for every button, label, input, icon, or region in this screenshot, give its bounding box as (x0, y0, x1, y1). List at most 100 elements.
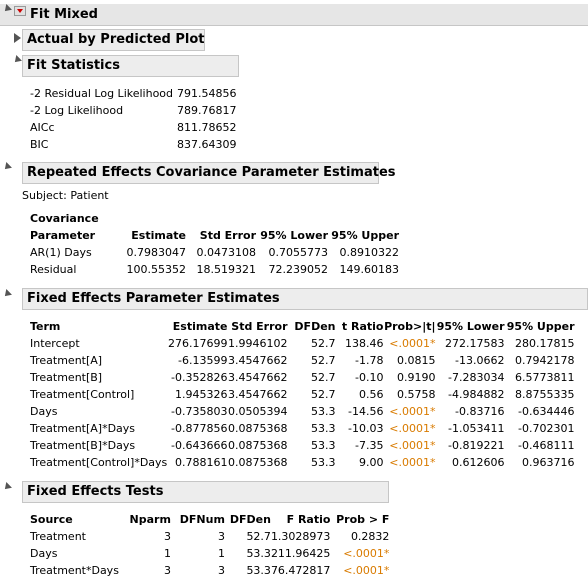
term-name: Intercept (30, 337, 80, 350)
t-ratio-value: 138.46 (345, 337, 384, 350)
table-row: Treatment 3 3 52.7 1.3028973 0.2832 (30, 528, 389, 545)
lower-value: -7.283034 (448, 371, 505, 384)
table-row: Treatment[A] -6.13599 3.4547662 52.7 -1.78 0.… (30, 352, 575, 369)
col-header: Prob > F (336, 513, 390, 526)
dfden-value: 53.3 (311, 456, 336, 469)
prob-value: <.0001* (389, 439, 436, 452)
dfden-value: 53.3 (311, 422, 336, 435)
col-header: Source (30, 513, 73, 526)
lower-value: -0.83716 (455, 405, 505, 418)
fixed-effects-tests-header[interactable]: Fixed Effects Tests (22, 481, 389, 503)
term-name: Treatment[A] (30, 354, 103, 367)
disclosure-open-icon[interactable] (2, 482, 12, 492)
repeated-effects-header[interactable]: Repeated Effects Covariance Parameter Es… (22, 162, 396, 184)
t-ratio-value: 0.56 (359, 388, 384, 401)
std-error-value: 18.519321 (196, 263, 257, 276)
std-error-value: 0.0875368 (228, 439, 288, 452)
term-name: Treatment[Control]*Days (30, 456, 168, 469)
estimate-value: 100.55352 (126, 263, 187, 276)
lower-value: -0.819221 (448, 439, 505, 452)
source-name: Treatment (30, 530, 86, 543)
table-row: Intercept 276.17699 1.9946102 52.7 138.46 <.0… (30, 335, 575, 352)
std-error-value: 0.0505394 (228, 405, 288, 418)
std-error-value: 0.0473108 (196, 246, 257, 259)
stat-label: BIC (30, 138, 49, 151)
col-header: F Ratio (286, 513, 331, 526)
red-triangle-menu-icon[interactable] (14, 6, 26, 16)
col-header: DFDen (294, 320, 336, 333)
col-header: Covariance (30, 212, 99, 225)
table-row: Treatment[Control]*Days 0.788161 0.0875368… (30, 454, 575, 471)
report-title-bar: Fit Mixed (0, 4, 588, 26)
f-ratio-value: 1.3028973 (270, 530, 331, 543)
stat-value: 789.76817 (177, 104, 237, 117)
table-row: BIC 837.64309 (30, 136, 237, 153)
dfden-value: 53.3 (246, 547, 271, 560)
upper-value: -0.468111 (518, 439, 575, 452)
upper-value: 0.8910322 (339, 246, 400, 259)
dfden-value: 52.7 (246, 530, 271, 543)
disclosure-open-icon[interactable] (2, 162, 12, 172)
std-error-value: 3.4547662 (228, 354, 288, 367)
lower-value: -1.053411 (448, 422, 505, 435)
dfden-value: 53.3 (311, 405, 336, 418)
table-row: AICc 811.78652 (30, 119, 237, 136)
prob-value: 0.0815 (397, 354, 436, 367)
col-header: 95% Lower (260, 229, 328, 242)
prob-value: <.0001* (389, 422, 436, 435)
lower-value: -4.984882 (448, 388, 505, 401)
section-title: Repeated Effects Covariance Parameter Es… (27, 165, 396, 180)
actual-by-predicted-header[interactable]: Actual by Predicted Plot (22, 29, 205, 51)
col-header: Nparm (129, 513, 171, 526)
f-ratio-value: 211.96425 (270, 547, 331, 560)
fit-statistics-header[interactable]: Fit Statistics (22, 55, 239, 77)
stat-value: 811.78652 (177, 121, 237, 134)
col-header: Std Error (199, 229, 256, 242)
subject-label: Subject: Patient (22, 189, 109, 202)
col-header: t Ratio (341, 320, 384, 333)
stat-value: 791.54856 (177, 87, 237, 100)
disclosure-open-icon[interactable] (2, 289, 12, 299)
table-row: AR(1) Days 0.7983047 0.0473108 0.7055773 0.8… (30, 244, 399, 261)
disclosure-open-icon[interactable] (12, 55, 22, 65)
upper-value: 149.60183 (339, 263, 400, 276)
nparm-value: 3 (163, 564, 171, 577)
disclosure-closed-icon[interactable] (14, 33, 21, 43)
dfden-value: 53.3 (246, 564, 271, 577)
col-header: DFNum (179, 513, 225, 526)
t-ratio-value: 9.00 (359, 456, 384, 469)
fixed-effects-estimates-header[interactable]: Fixed Effects Parameter Estimates (22, 288, 588, 310)
dfnum-value: 1 (217, 547, 225, 560)
estimate-value: 1.945326 (175, 388, 228, 401)
upper-value: -0.702301 (518, 422, 575, 435)
stat-label: AICc (30, 121, 55, 134)
prob-value: 0.2832 (350, 530, 390, 543)
lower-value: 0.7055773 (268, 246, 329, 259)
term-name: Treatment[B] (30, 371, 103, 384)
nparm-value: 1 (163, 547, 171, 560)
col-header: Prob>|t| (384, 320, 436, 333)
term-name: Treatment[Control] (30, 388, 135, 401)
lower-value: 272.17583 (445, 337, 505, 350)
estimate-value: 0.788161 (175, 456, 228, 469)
estimate-value: -0.735803 (171, 405, 228, 418)
upper-value: 280.17815 (515, 337, 575, 350)
term-name: Treatment[B]*Days (30, 439, 136, 452)
t-ratio-value: -0.10 (355, 371, 384, 384)
section-title: Fixed Effects Tests (27, 484, 164, 499)
std-error-value: 1.9946102 (228, 337, 288, 350)
stat-label: -2 Log Likelihood (30, 104, 124, 117)
std-error-value: 3.4547662 (228, 371, 288, 384)
col-header: Term (30, 320, 61, 333)
term-name: Treatment[A]*Days (30, 422, 136, 435)
col-header: DFDen (229, 513, 271, 526)
table-row: Days -0.735803 0.0505394 53.3 -14.56 <.0001* -… (30, 403, 575, 420)
upper-value: -0.634446 (518, 405, 575, 418)
prob-value: <.0001* (343, 564, 390, 577)
dfden-value: 52.7 (311, 371, 336, 384)
stat-label: -2 Residual Log Likelihood (30, 87, 174, 100)
estimate-value: -0.877856 (171, 422, 228, 435)
estimate-value: -0.352826 (171, 371, 228, 384)
std-error-value: 3.4547662 (228, 388, 288, 401)
table-row: Treatment*Days 3 3 53.3 76.472817 <.0001* (30, 562, 389, 579)
